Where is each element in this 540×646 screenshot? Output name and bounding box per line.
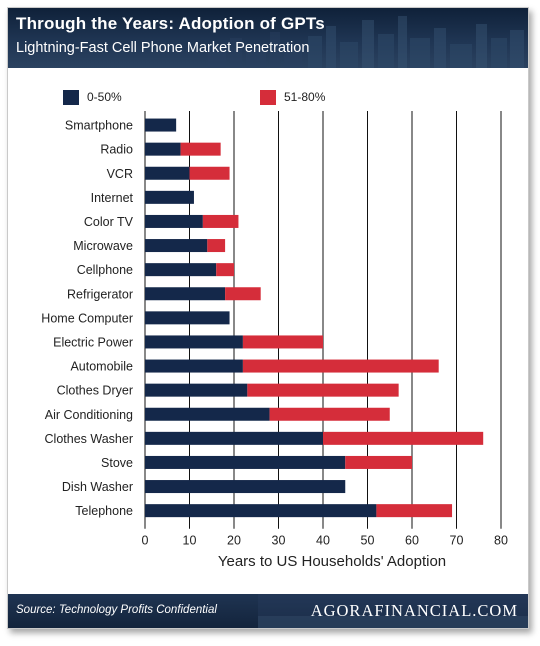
bar-automobile-0-50: [145, 359, 243, 373]
category-label-microwave: Microwave: [73, 239, 133, 253]
x-tick-label-20: 20: [227, 534, 241, 548]
legend-label-51-80: 51-80%: [284, 90, 326, 104]
bar-color-tv-51-80: [202, 214, 239, 228]
x-tick-label-50: 50: [361, 534, 375, 548]
category-label-clothes-washer: Clothes Washer: [45, 432, 133, 446]
bar-air-conditioning-0-50: [145, 407, 270, 421]
source-note: Source: Technology Profits Confidential: [16, 604, 217, 616]
x-tick-label-40: 40: [316, 534, 330, 548]
x-tick-label-0: 0: [142, 534, 149, 548]
bar-color-tv-0-50: [145, 214, 203, 228]
category-label-cellphone: Cellphone: [77, 263, 133, 277]
bar-air-conditioning-51-80: [269, 407, 390, 421]
bar-electric-power-0-50: [145, 335, 243, 349]
bar-stove-51-80: [345, 455, 412, 469]
category-label-telephone: Telephone: [75, 504, 133, 518]
bar-smartphone-0-50: [145, 118, 177, 132]
bar-cellphone-0-50: [145, 263, 217, 277]
bar-clothes-dryer-0-50: [145, 383, 248, 397]
bar-telephone-0-50: [145, 504, 377, 518]
category-label-radio: Radio: [100, 143, 133, 157]
category-label-refrigerator: Refrigerator: [67, 287, 133, 301]
category-label-automobile: Automobile: [70, 360, 133, 374]
chart-subtitle: Lightning-Fast Cell Phone Market Penetra…: [16, 40, 310, 56]
x-tick-label-60: 60: [405, 534, 419, 548]
x-tick-label-10: 10: [183, 534, 197, 548]
bar-radio-51-80: [180, 142, 221, 156]
bar-automobile-51-80: [242, 359, 439, 373]
brand-logo: AGORAFINANCIAL.COM: [310, 601, 518, 620]
category-label-color-tv: Color TV: [84, 215, 134, 229]
bar-radio-0-50: [145, 142, 181, 156]
chart-card: Through the Years: Adoption of GPTs Ligh…: [7, 7, 529, 629]
bar-telephone-51-80: [376, 504, 453, 518]
bar-clothes-washer-51-80: [323, 431, 484, 445]
bar-clothes-washer-0-50: [145, 431, 323, 445]
x-axis-label: Years to US Households' Adoption: [217, 553, 447, 570]
bar-vcr-51-80: [189, 166, 230, 180]
legend-swatch-0-50: [63, 89, 79, 105]
harbor-image: [258, 594, 528, 628]
bar-refrigerator-51-80: [225, 287, 261, 301]
category-label-internet: Internet: [91, 191, 134, 205]
category-label-clothes-dryer: Clothes Dryer: [57, 384, 133, 398]
chart-title: Through the Years: Adoption of GPTs: [16, 14, 325, 33]
legend-item-51-80: 51-80%: [260, 89, 325, 105]
category-label-vcr: VCR: [107, 167, 133, 181]
header-banner: Through the Years: Adoption of GPTs Ligh…: [8, 8, 528, 68]
bar-microwave-0-50: [145, 239, 208, 253]
x-tick-label-30: 30: [272, 534, 286, 548]
city-skyline-image: [208, 16, 524, 68]
bar-dish-washer-0-50: [145, 480, 346, 494]
category-label-electric-power: Electric Power: [53, 335, 133, 349]
bar-vcr-0-50: [145, 166, 190, 180]
category-label-stove: Stove: [101, 456, 133, 470]
category-label-smartphone: Smartphone: [65, 119, 133, 133]
bar-microwave-51-80: [207, 239, 226, 253]
bar-stove-0-50: [145, 455, 346, 469]
bar-cellphone-51-80: [216, 263, 234, 277]
legend-label-0-50: 0-50%: [87, 90, 122, 104]
x-tick-label-80: 80: [494, 534, 508, 548]
bar-home-computer-0-50: [145, 311, 230, 325]
legend-swatch-51-80: [260, 89, 276, 105]
category-label-air-conditioning: Air Conditioning: [45, 408, 133, 422]
category-label-dish-washer: Dish Washer: [62, 480, 133, 494]
bar-refrigerator-0-50: [145, 287, 226, 301]
bar-internet-0-50: [145, 190, 194, 204]
footer-banner: Source: Technology Profits Confidential …: [8, 594, 528, 628]
legend-item-0-50: 0-50%: [63, 89, 122, 105]
bar-chart: 0 10 20 30 40 50 60 70 80 Smartphone Radio VCR Inter…: [41, 111, 508, 548]
category-label-home-computer: Home Computer: [41, 311, 133, 325]
bar-clothes-dryer-51-80: [247, 383, 399, 397]
x-tick-label-70: 70: [450, 534, 464, 548]
bar-electric-power-51-80: [242, 335, 323, 349]
